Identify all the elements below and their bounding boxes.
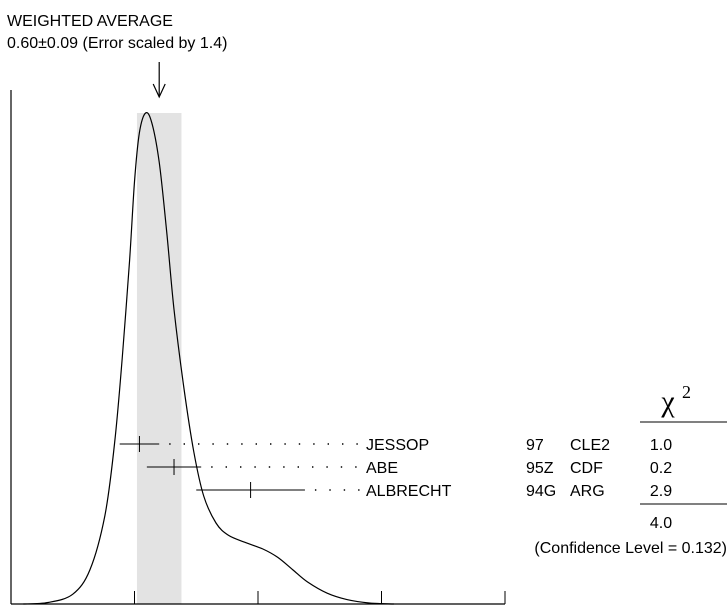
measurement-year: 95Z	[526, 460, 554, 477]
measurement-row: JESSOP 97 CLE2 1.0	[119, 436, 672, 454]
weighted-average-arrow	[152, 62, 166, 99]
measurement-author: JESSOP	[366, 437, 429, 454]
confidence-level: (Confidence Level = 0.132)	[534, 540, 727, 557]
measurement-chi2: 1.0	[650, 437, 672, 454]
measurement-rows: JESSOP 97 CLE2 1.0 ABE 95Z CDF 0.2 ALBRECHT 94G AR…	[119, 436, 672, 500]
chi2-header: χ	[660, 385, 675, 418]
measurement-author: ABE	[366, 460, 398, 477]
x-axis-ticks: 00.511.52	[10, 591, 506, 604]
measurement-chi2: 2.9	[650, 483, 672, 500]
chi2-superscript: 2	[682, 382, 691, 402]
chi2-symbol: χ	[660, 385, 675, 418]
measurement-year: 94G	[526, 483, 556, 500]
ideogram-curve	[23, 112, 394, 605]
measurement-author: ALBRECHT	[366, 483, 452, 500]
chi2-total: 4.0	[650, 515, 672, 532]
measurement-experiment: ARG	[570, 483, 605, 500]
measurement-experiment: CDF	[570, 460, 603, 477]
weighted-average-band	[136, 113, 182, 604]
measurement-row: ABE 95Z CDF 0.2	[146, 459, 672, 477]
measurement-row: ALBRECHT 94G ARG 2.9	[196, 482, 672, 500]
chart-title: WEIGHTED AVERAGE	[7, 13, 173, 30]
chart-subtitle: 0.60±0.09 (Error scaled by 1.4)	[7, 35, 227, 52]
measurement-experiment: CLE2	[570, 437, 610, 454]
measurement-year: 97	[526, 437, 544, 454]
measurement-chi2: 0.2	[650, 460, 672, 477]
